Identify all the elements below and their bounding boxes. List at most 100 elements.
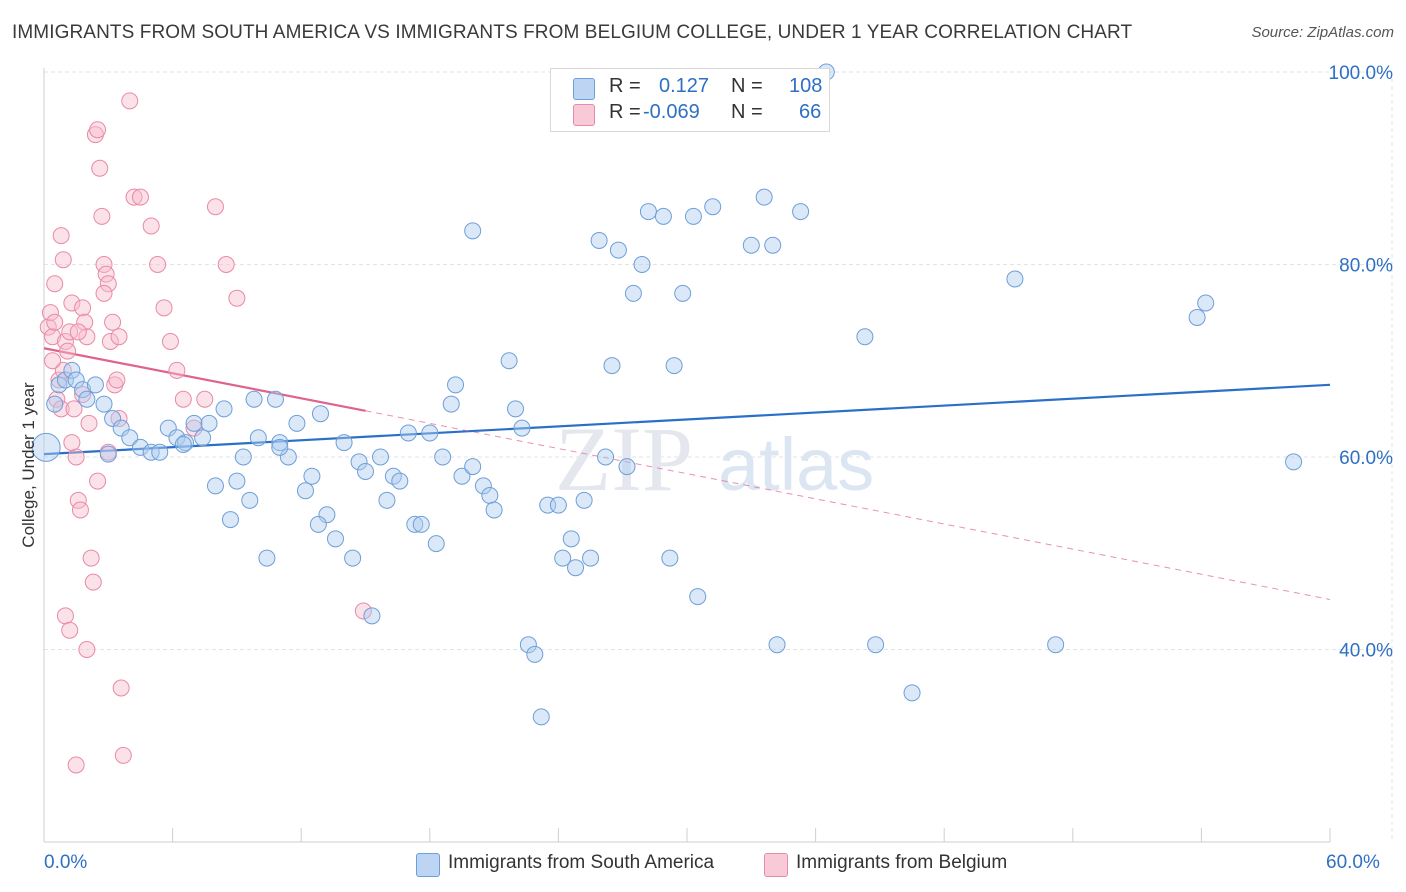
data-point-south-america <box>86 376 104 394</box>
data-point-belgium <box>161 333 179 350</box>
data-point-south-america <box>372 448 390 466</box>
data-point-south-america <box>1188 308 1206 326</box>
data-point-south-america <box>421 424 439 442</box>
data-point-belgium <box>84 573 102 591</box>
data-point-south-america <box>689 588 707 606</box>
series-south-america-points <box>31 63 1303 726</box>
data-point-belgium <box>61 323 79 341</box>
data-point-belgium <box>142 217 160 235</box>
legend-n-value: 66 <box>799 101 822 123</box>
chart-title: IMMIGRANTS FROM SOUTH AMERICA VS IMMIGRA… <box>12 22 1133 43</box>
data-point-south-america <box>215 400 233 418</box>
data-point-belgium <box>112 679 130 697</box>
data-point-south-america <box>391 472 409 490</box>
data-point-south-america <box>399 424 417 442</box>
data-point-south-america <box>296 482 314 500</box>
data-point-belgium <box>121 92 139 110</box>
data-point-south-america <box>575 491 593 509</box>
data-point-south-america <box>241 491 259 509</box>
data-point-south-america <box>406 515 424 533</box>
data-point-south-america <box>104 410 122 427</box>
data-point-belgium <box>93 207 111 225</box>
data-point-south-america <box>271 438 289 456</box>
data-point-south-america <box>590 231 608 249</box>
data-point-south-america <box>258 549 276 567</box>
data-point-belgium <box>67 448 85 466</box>
data-point-south-america <box>357 462 374 480</box>
data-point-south-america <box>742 236 760 254</box>
data-point-south-america <box>474 477 492 495</box>
data-point-south-america <box>303 467 321 485</box>
data-point-south-america <box>318 506 336 524</box>
data-point-belgium <box>196 390 214 408</box>
data-point-belgium <box>59 342 77 360</box>
data-point-south-america <box>159 419 177 437</box>
series-belgium-points <box>39 92 372 774</box>
data-point-belgium <box>69 323 87 341</box>
data-point-south-america <box>684 207 702 225</box>
data-point-belgium <box>168 361 186 379</box>
legend-swatch-pink <box>573 104 595 126</box>
data-point-south-america <box>609 241 627 259</box>
data-point-south-america <box>1197 294 1215 312</box>
data-point-belgium <box>67 756 85 774</box>
data-point-belgium <box>74 299 92 317</box>
data-point-south-america <box>112 419 130 437</box>
data-point-south-america <box>249 429 267 447</box>
data-point-south-america <box>266 390 284 408</box>
data-point-south-america <box>665 357 683 375</box>
data-point-south-america <box>121 429 139 447</box>
data-point-belgium <box>65 400 83 418</box>
data-point-south-america <box>31 432 61 462</box>
data-point-south-america <box>464 222 482 240</box>
data-point-belgium <box>71 501 89 519</box>
data-point-belgium <box>82 549 100 567</box>
watermark-atlas: atlas <box>718 423 874 506</box>
data-point-south-america <box>582 549 600 567</box>
data-point-south-america <box>764 236 782 254</box>
data-point-belgium <box>91 159 109 177</box>
legend-label-south-america: Immigrants from South America <box>448 852 715 873</box>
data-point-south-america <box>174 435 192 453</box>
data-point-belgium <box>63 294 81 312</box>
y-axis-label: College, Under 1 year <box>19 382 38 548</box>
legend-r-value: 0.127 <box>659 75 710 97</box>
data-point-south-america <box>363 607 381 625</box>
data-point-south-america <box>142 443 160 461</box>
x-tick-label-min: 0.0% <box>44 852 88 873</box>
data-point-south-america <box>704 198 722 216</box>
correlation-legend: R = 0.127 N = 108 R = -0.069 N = 66 <box>550 68 830 132</box>
data-point-belgium <box>52 227 70 245</box>
data-point-south-america <box>326 530 344 548</box>
data-point-belgium <box>114 746 132 764</box>
data-point-south-america <box>176 434 194 452</box>
data-point-south-america <box>562 530 580 548</box>
x-tick-label-max: 60.0% <box>1326 852 1380 873</box>
data-point-belgium <box>89 121 107 139</box>
data-point-south-america <box>453 467 471 485</box>
data-point-south-america <box>99 445 117 463</box>
y-tick-labels: 40.0% 60.0% 80.0% 100.0% <box>1329 63 1394 662</box>
data-point-south-america <box>344 549 362 567</box>
data-point-belgium <box>63 434 81 452</box>
data-point-belgium <box>217 256 235 273</box>
data-point-south-america <box>63 361 81 379</box>
data-point-south-america <box>200 414 218 432</box>
data-point-south-america <box>532 708 550 726</box>
data-point-south-america <box>151 443 169 461</box>
data-point-south-america <box>654 207 672 225</box>
data-point-south-america <box>434 448 452 466</box>
y-tick-label: 60.0% <box>1339 448 1393 469</box>
data-point-south-america <box>311 405 329 423</box>
data-point-south-america <box>603 357 621 375</box>
data-point-south-america <box>74 381 92 399</box>
data-point-south-america <box>78 390 96 408</box>
data-point-belgium <box>44 328 62 346</box>
data-point-belgium <box>155 299 173 317</box>
legend-r-label: R = <box>609 101 641 123</box>
data-point-south-america <box>519 636 537 654</box>
data-point-south-america <box>755 188 773 206</box>
data-point-belgium <box>78 641 96 658</box>
data-point-belgium <box>41 304 59 322</box>
data-point-south-america <box>639 203 657 221</box>
